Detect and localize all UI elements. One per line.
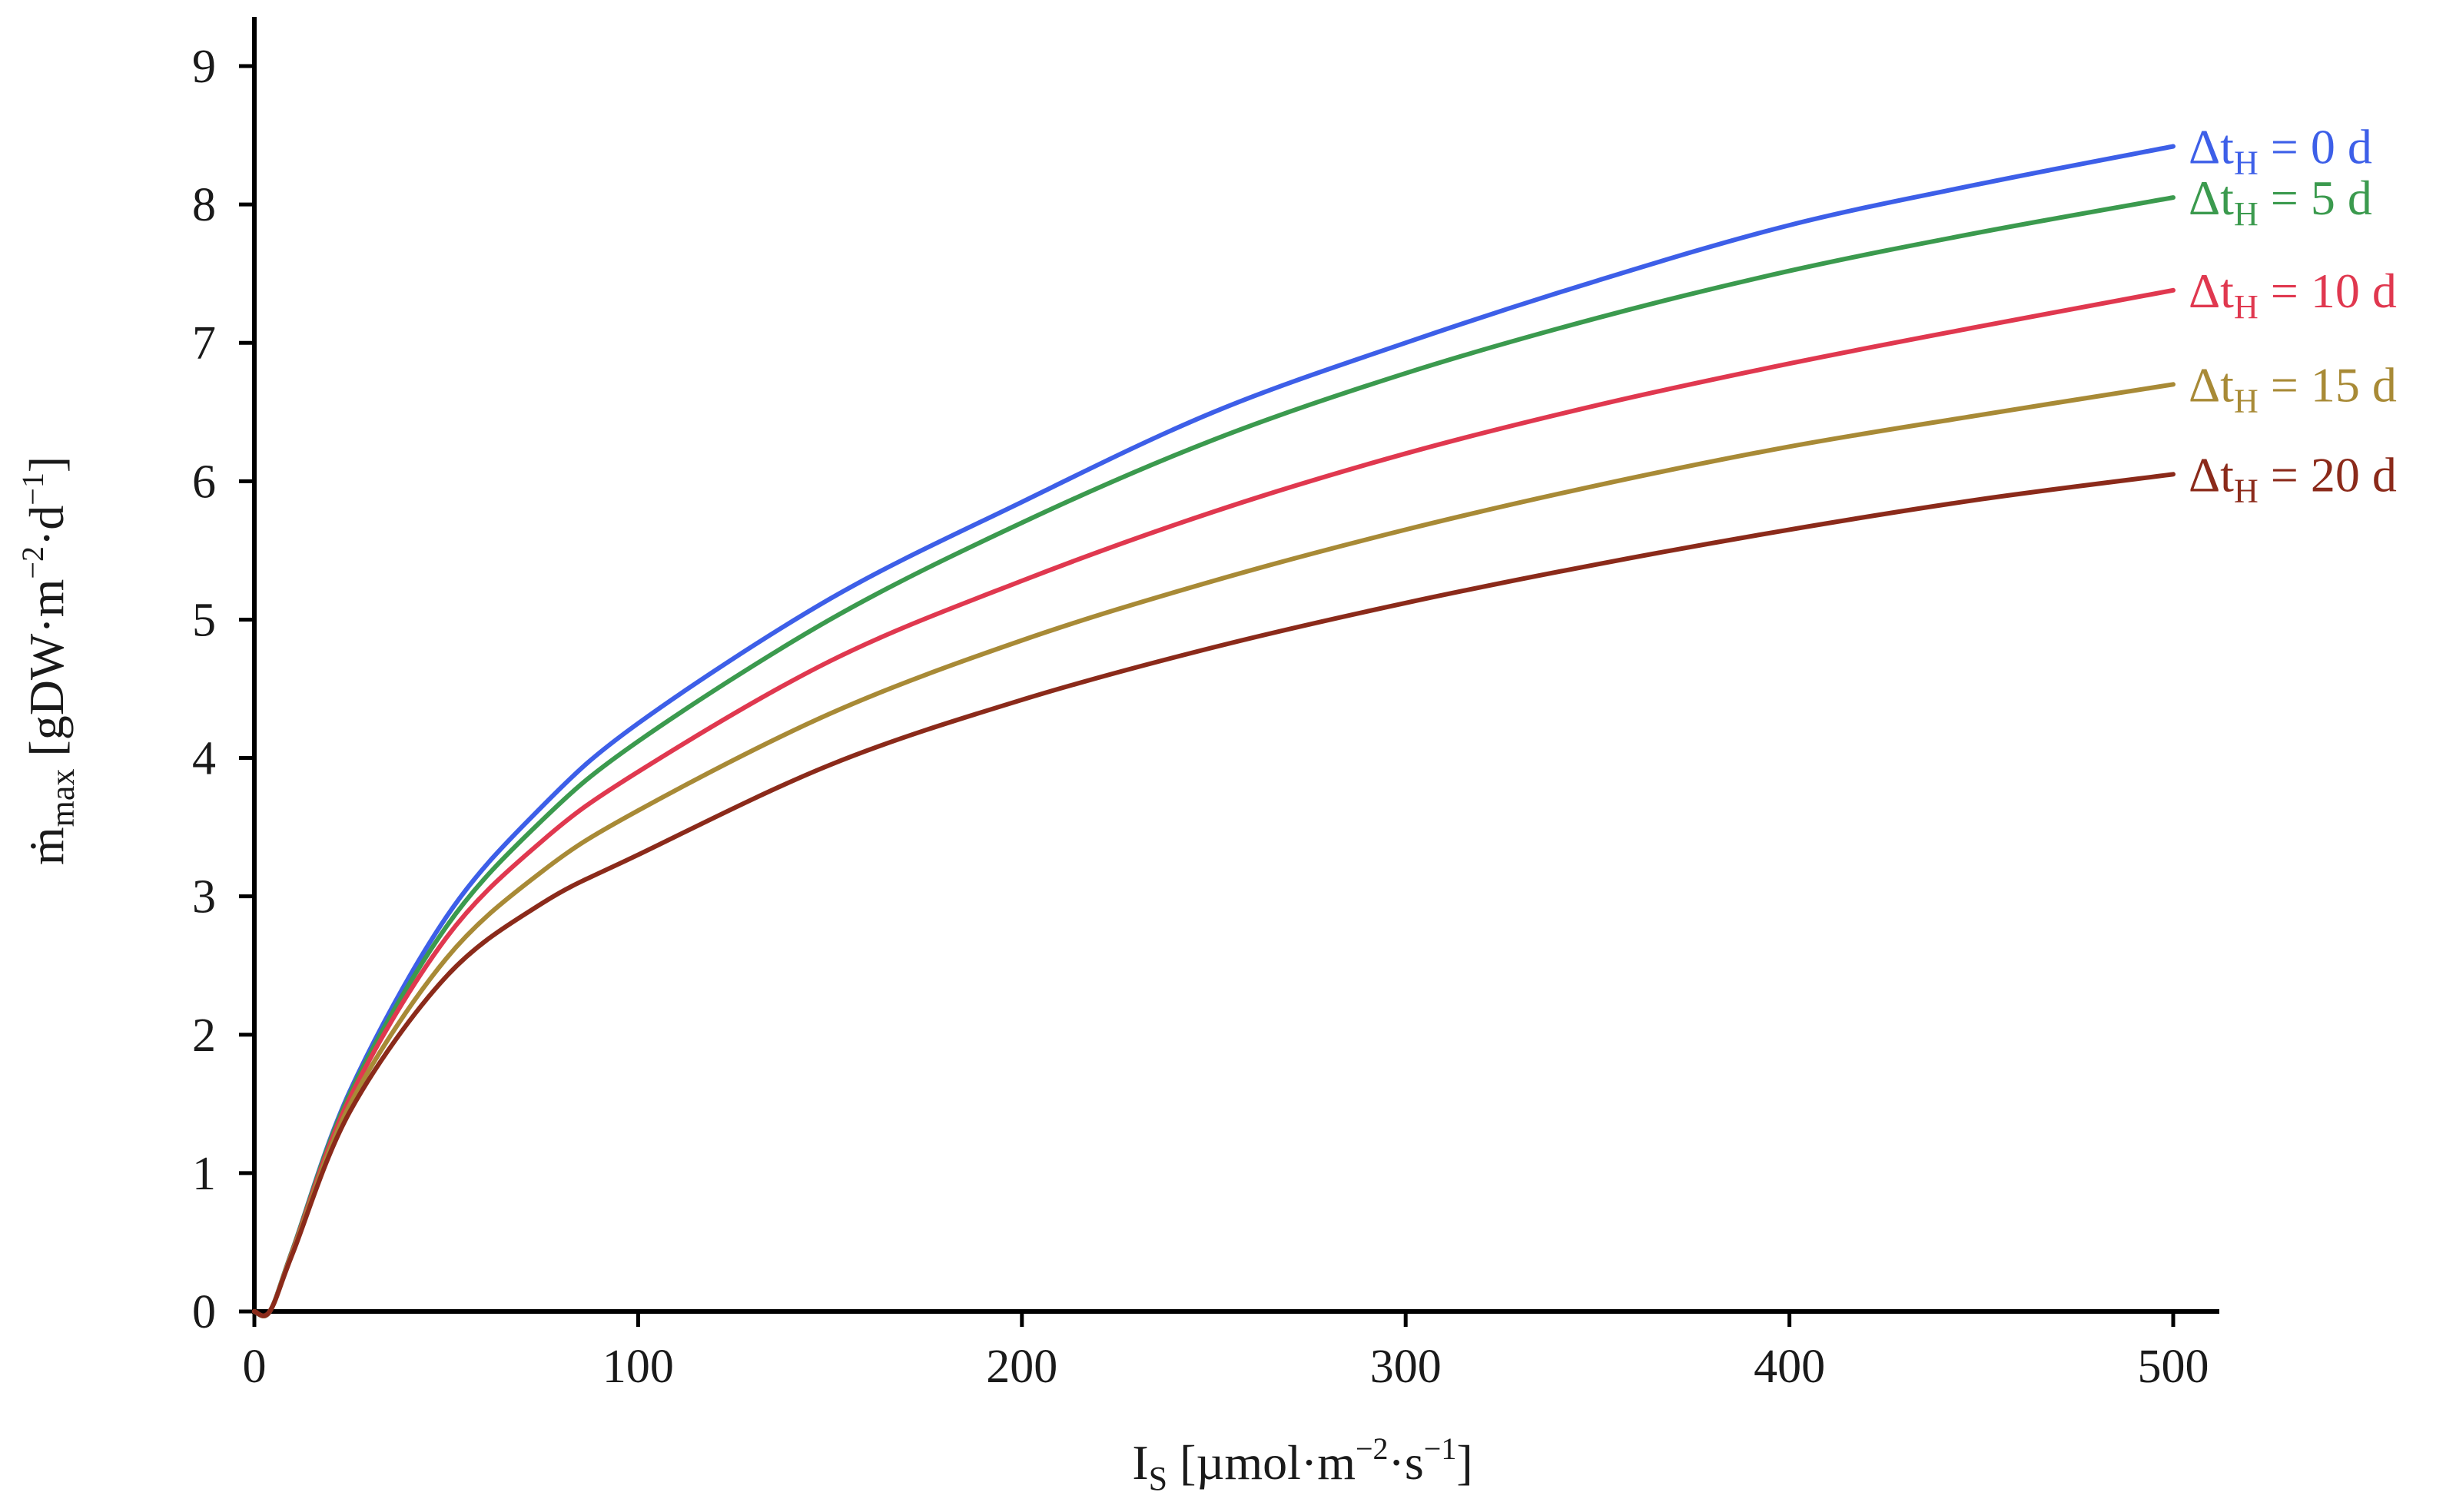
x-tick-label: 500 [2138, 1341, 2209, 1393]
y-tick-label: 7 [192, 317, 216, 370]
y-tick-label: 6 [192, 456, 216, 508]
y-tick-label: 1 [192, 1148, 216, 1200]
series-label-4: ΔtH = 20 d [2189, 447, 2397, 509]
series-group [252, 144, 2176, 1318]
y-tick-label: 4 [192, 733, 216, 785]
x-tick-label: 300 [1370, 1341, 1442, 1393]
x-axis-title: IS [µmol·m−2·s−1] [1132, 1431, 1472, 1497]
series-line-4 [252, 472, 2176, 1318]
y-tick-label: 3 [192, 871, 216, 923]
x-tick-label: 200 [986, 1341, 1057, 1393]
series-label-2: ΔtH = 10 d [2189, 264, 2397, 326]
x-tick-label: 100 [602, 1341, 674, 1393]
series-line-1 [252, 195, 2176, 1318]
series-line-0 [252, 144, 2176, 1318]
series-line-3 [252, 382, 2176, 1318]
y-tick-label: 2 [192, 1010, 216, 1062]
series-line-2 [252, 287, 2176, 1318]
series-label-3: ΔtH = 15 d [2189, 357, 2397, 419]
x-ticks: 0 100 200 300 400 500 [243, 1311, 2209, 1393]
y-tick-label: 5 [192, 594, 216, 646]
y-tick-label: 9 [192, 41, 216, 93]
y-tick-label: 8 [192, 179, 216, 231]
x-tick-label: 0 [243, 1341, 267, 1393]
series-label-1: ΔtH = 5 d [2189, 171, 2372, 233]
y-tick-label: 0 [192, 1286, 216, 1338]
x-tick-label: 400 [1754, 1341, 1825, 1393]
y-ticks: 0 1 2 3 4 5 6 7 8 9 [192, 41, 254, 1338]
axes [252, 17, 2219, 1314]
y-axis-title: ṁmax [gDW·m−2·d−1] [15, 456, 81, 865]
series-label-0: ΔtH = 0 d [2189, 119, 2372, 181]
